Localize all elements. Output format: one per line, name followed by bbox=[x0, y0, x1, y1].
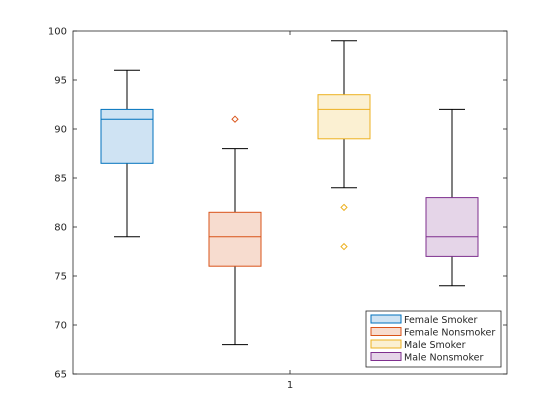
box-iqr bbox=[208, 211, 262, 267]
outlier-marker bbox=[231, 115, 239, 123]
box-male-nonsmoker bbox=[425, 108, 479, 287]
box-female-nonsmoker bbox=[208, 115, 262, 346]
legend-swatch bbox=[370, 339, 402, 349]
y-tick-label: 85 bbox=[54, 174, 67, 185]
axes: 65 70 75 80 85 90 95 100 1 bbox=[48, 27, 508, 391]
y-tick-label: 100 bbox=[48, 27, 67, 38]
y-tick-label: 75 bbox=[54, 272, 67, 283]
x-tick-label: 1 bbox=[287, 380, 293, 391]
outlier-marker bbox=[340, 203, 348, 212]
outlier-marker bbox=[340, 242, 348, 251]
legend-label: Male Smoker bbox=[404, 340, 466, 351]
box-iqr bbox=[100, 108, 154, 164]
legend-swatch bbox=[370, 352, 402, 361]
legend-swatch bbox=[370, 327, 402, 336]
box-female-smoker bbox=[100, 69, 154, 238]
legend-swatch bbox=[370, 314, 402, 324]
box-iqr bbox=[425, 197, 479, 257]
box-series-group bbox=[100, 40, 479, 346]
legend-label: Female Nonsmoker bbox=[404, 328, 495, 339]
y-tick-label: 80 bbox=[54, 223, 67, 234]
y-tick-label: 70 bbox=[54, 321, 67, 332]
legend-label: Female Smoker bbox=[404, 315, 477, 326]
box-iqr bbox=[317, 94, 371, 140]
legend-label: Male Nonsmoker bbox=[404, 353, 483, 364]
y-tick-label: 90 bbox=[54, 125, 67, 136]
y-tick-label: 65 bbox=[54, 370, 67, 381]
box-male-smoker bbox=[317, 40, 371, 251]
y-tick-label: 95 bbox=[54, 76, 67, 87]
